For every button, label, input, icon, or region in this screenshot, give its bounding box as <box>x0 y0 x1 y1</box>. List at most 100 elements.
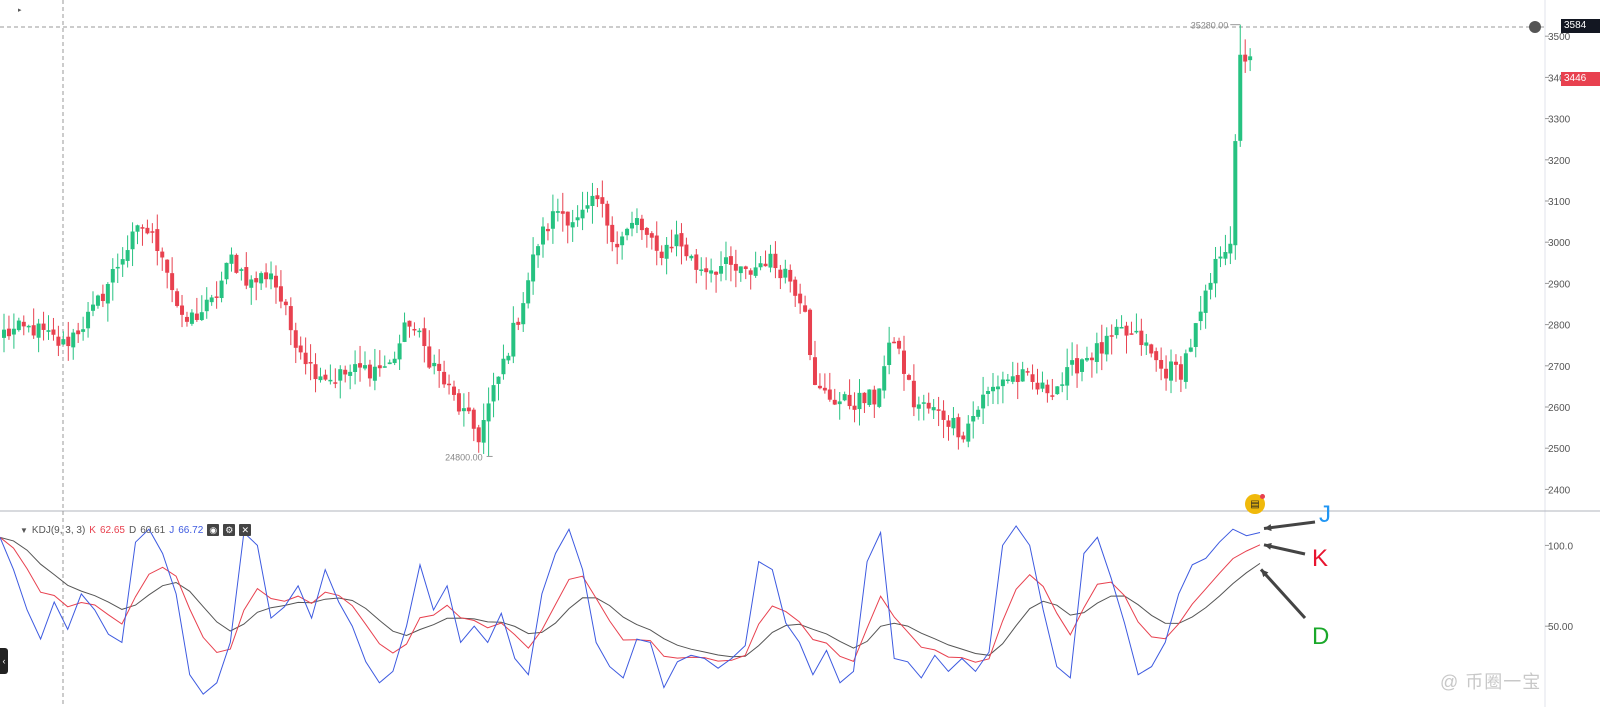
candle-body <box>204 299 209 312</box>
candle-body <box>1104 335 1109 355</box>
candle-body <box>966 423 971 442</box>
candle-body <box>832 399 837 405</box>
candle-body <box>110 269 115 283</box>
candle-body <box>1183 353 1188 382</box>
candle-body <box>466 407 471 412</box>
candle-body <box>26 325 31 328</box>
candle-body <box>921 402 926 404</box>
candle-body <box>155 229 160 252</box>
candle-body <box>372 366 377 381</box>
candle-body <box>1080 359 1085 372</box>
candle-body <box>180 305 185 315</box>
candle-body <box>1084 358 1089 361</box>
kdj-series-j <box>0 525 1261 695</box>
candle-body <box>135 225 140 232</box>
candle-body <box>1238 54 1243 141</box>
candle-body <box>456 393 461 412</box>
candle-body <box>926 402 931 409</box>
candle-body <box>338 369 343 381</box>
candle-body <box>516 321 521 325</box>
candle-body <box>481 419 486 443</box>
crosshair-price-label: 3584 <box>1564 20 1587 31</box>
candle-body <box>451 386 456 395</box>
candle-body <box>1015 375 1020 383</box>
candle-body <box>768 253 773 268</box>
candle-body <box>298 345 303 353</box>
candle-body <box>555 211 560 213</box>
candle-body <box>531 254 536 282</box>
candle-body <box>1010 376 1015 382</box>
candle-body <box>798 293 803 304</box>
close-icon[interactable]: ✕ <box>239 524 252 536</box>
candle-body <box>199 312 204 321</box>
candle-body <box>1094 343 1099 362</box>
candle-body <box>244 267 249 286</box>
news-marker-icon[interactable]: ▤ <box>1245 494 1265 514</box>
candle-body <box>1134 330 1139 333</box>
candle-body <box>1060 384 1065 386</box>
candle-body <box>476 427 481 443</box>
pane-menu-arrow-icon: ▸ <box>18 7 22 14</box>
y-tick-label: 2700 <box>1548 362 1571 373</box>
candle-body <box>971 416 976 422</box>
candle-body <box>644 227 649 235</box>
candle-body <box>847 394 852 407</box>
candle-body <box>704 268 709 273</box>
kdj-indicator-name: KDJ(9, 3, 3) <box>31 524 86 536</box>
candle-body <box>442 371 447 385</box>
settings-icon[interactable]: ⚙ <box>223 524 236 536</box>
kdj-y-tick-label: 100.0 <box>1548 541 1573 552</box>
y-tick-label: 2500 <box>1548 444 1571 455</box>
side-panel-toggle[interactable]: ‹ <box>0 648 8 674</box>
notification-dot <box>1260 494 1265 499</box>
kdj-series-k <box>0 536 1261 663</box>
y-tick-label: 3400 <box>1548 73 1571 84</box>
candle-body <box>461 408 466 412</box>
candle-body <box>1040 382 1045 389</box>
candle-body <box>941 410 946 420</box>
candle-body <box>328 379 333 382</box>
candle-body <box>1124 325 1129 336</box>
last-price-label: 3446 <box>1564 73 1587 84</box>
candle-body <box>31 325 36 336</box>
candle-body <box>407 320 412 327</box>
eye-icon[interactable]: ◉ <box>207 524 220 536</box>
candle-body <box>521 303 526 325</box>
candle-body <box>86 311 91 329</box>
candle-body <box>1075 358 1080 374</box>
j-label: J <box>169 524 175 536</box>
candle-body <box>100 293 105 302</box>
candle-body <box>348 371 353 376</box>
candle-body <box>778 269 783 279</box>
candle-body <box>684 244 689 257</box>
j-annotation-label: J <box>1319 501 1331 528</box>
candle-body <box>1149 344 1154 354</box>
candle-body <box>36 323 41 338</box>
candle-body <box>669 246 674 249</box>
candle-body <box>81 329 86 332</box>
last-price-tag: 3446 <box>1561 72 1600 86</box>
candle-body <box>887 342 892 366</box>
candle-body <box>719 266 724 274</box>
candle-body <box>1065 367 1070 386</box>
candle-body <box>367 364 372 379</box>
candle-body <box>1208 282 1213 290</box>
candle-body <box>837 401 842 405</box>
candle-body <box>1089 357 1094 361</box>
j-arrow-head <box>1264 524 1272 532</box>
candle-body <box>1218 256 1223 259</box>
candle-body <box>1099 342 1104 354</box>
candle-body <box>437 363 442 371</box>
candle-body <box>1129 333 1134 335</box>
candle-body <box>254 278 259 283</box>
candle-body <box>733 263 738 271</box>
candle-body <box>506 355 511 361</box>
candle-body <box>21 321 26 327</box>
collapse-arrow-icon[interactable]: ▼ <box>20 525 28 535</box>
candle-body <box>145 227 150 234</box>
candle-body <box>570 222 575 228</box>
candle-body <box>763 263 768 267</box>
candle-body <box>852 405 857 410</box>
